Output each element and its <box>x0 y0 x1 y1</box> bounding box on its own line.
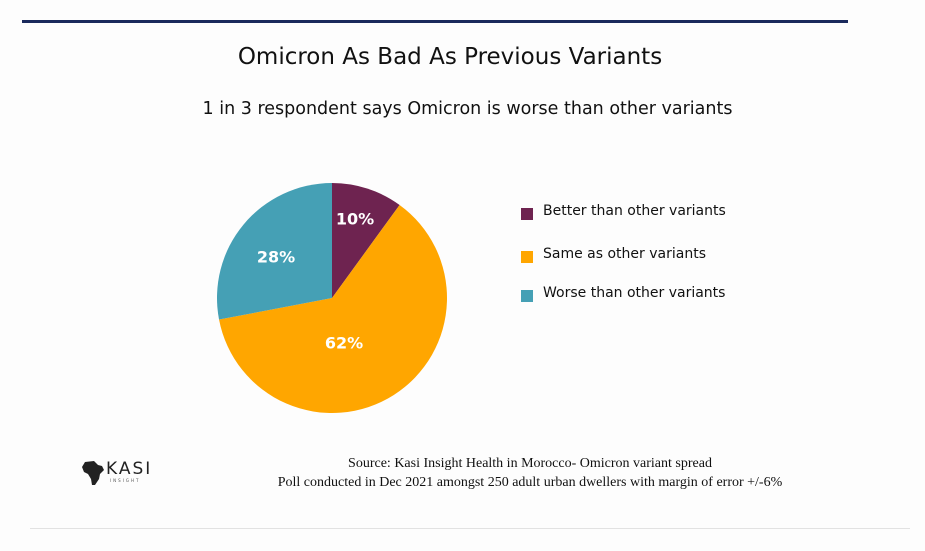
bottom-rule <box>30 528 910 529</box>
legend-swatch-better <box>521 208 533 220</box>
pie-slice-same <box>219 204 447 413</box>
legend-swatch-same <box>521 251 533 263</box>
chart-subtitle: 1 in 3 respondent says Omicron is worse … <box>202 99 733 119</box>
kasi-logo: KASI INSIGHT <box>80 459 180 489</box>
chart-title: Omicron As Bad As Previous Variants <box>237 44 663 70</box>
legend-label-same: Same as other variants <box>543 246 706 262</box>
slice-label-better: 10% <box>336 210 374 229</box>
legend-label-better: Better than other variants <box>543 203 726 219</box>
source-note: Source: Kasi Insight Health in Morocco- … <box>0 454 925 492</box>
source-line-2: Poll conducted in Dec 2021 amongst 250 a… <box>277 475 783 490</box>
slice-label-same: 62% <box>325 334 363 353</box>
source-line-1: Source: Kasi Insight Health in Morocco- … <box>348 456 712 471</box>
pie-slice-worse <box>217 183 332 320</box>
slice-label-worse: 28% <box>257 248 295 267</box>
logo-wordmark: KASI <box>106 459 153 479</box>
logo-subtext: INSIGHT <box>110 478 141 483</box>
pie-slice-better <box>332 183 400 298</box>
africa-map-icon <box>82 461 104 485</box>
legend-swatch-worse <box>521 290 533 302</box>
legend-label-worse: Worse than other variants <box>543 285 726 301</box>
top-rule <box>22 20 848 23</box>
